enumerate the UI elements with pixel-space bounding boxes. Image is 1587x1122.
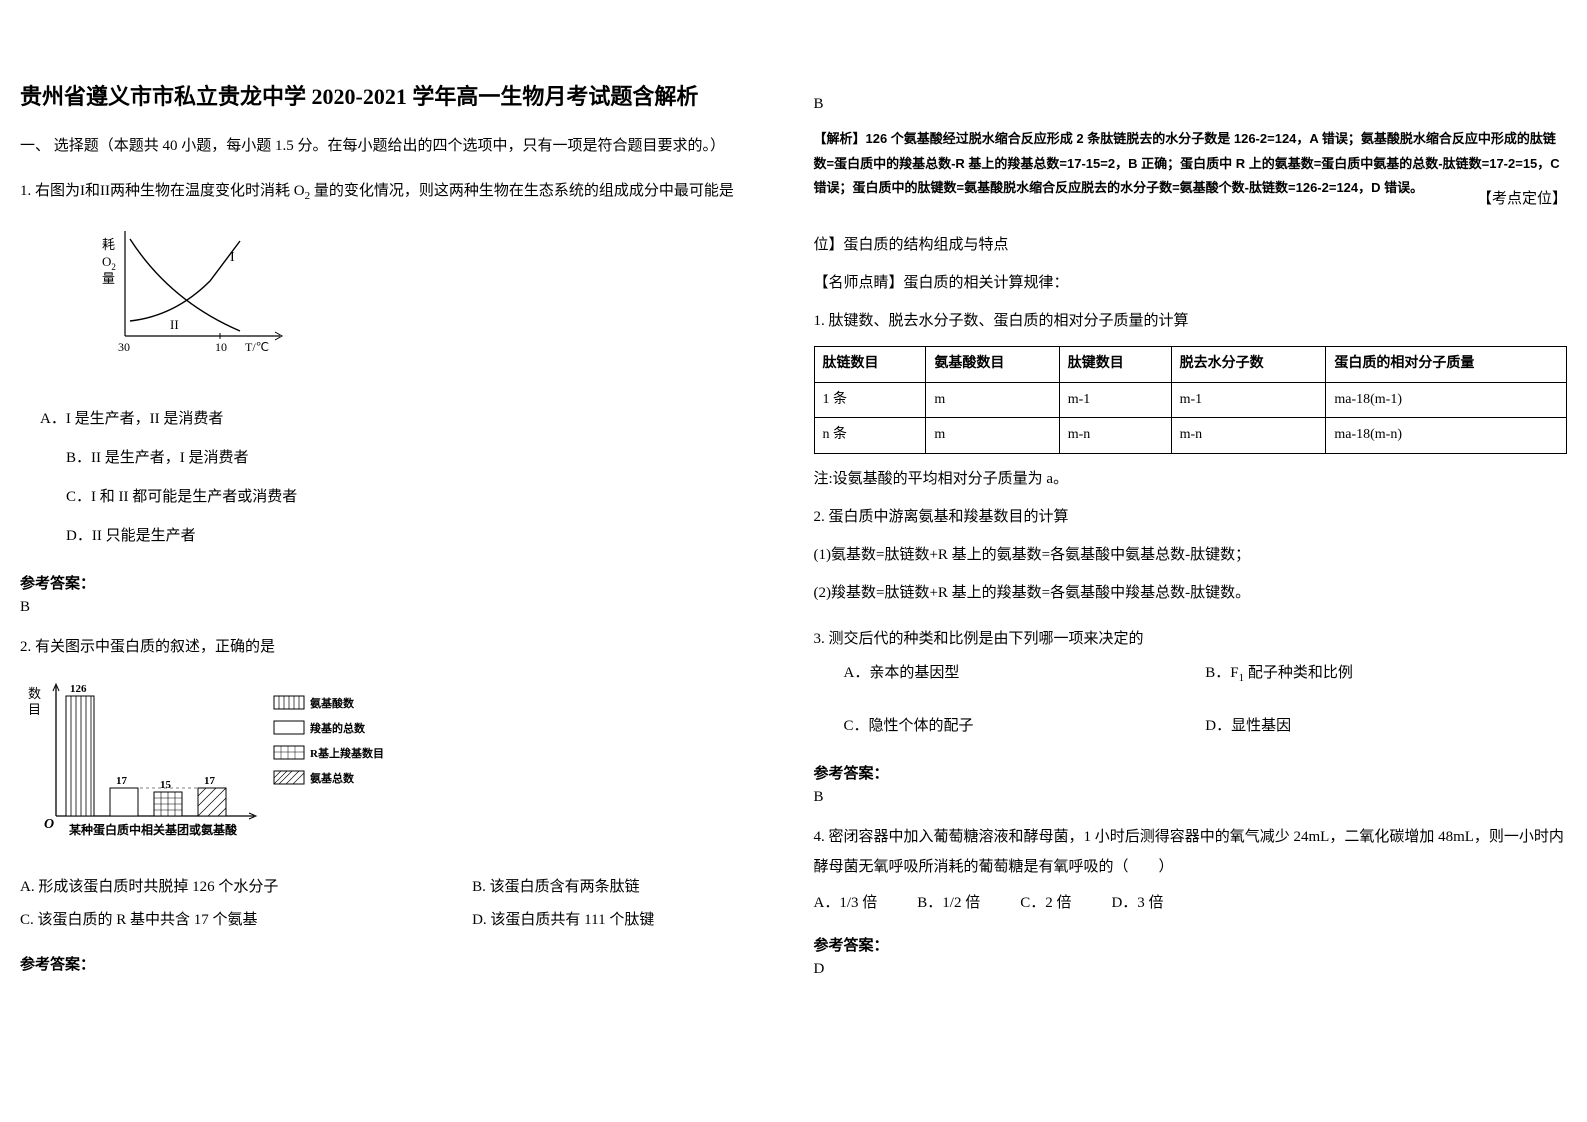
bar-val-17b: 17 [204,775,216,787]
th-1: 氨基酸数目 [926,347,1059,382]
q2-analysis: 【解析】126 个氨基酸经过脱水缩合反应形成 2 条肽链脱去的水分子数是 126… [814,131,1560,195]
mingshi: 【名师点睛】蛋白质的相关计算规律： [814,268,1568,298]
q2-option-a: A. 形成该蛋白质时共脱掉 126 个水分子 [20,871,472,904]
table-row: 1 条 m m-1 m-1 ma-18(m-1) [814,382,1567,417]
q1-answer-label: 参考答案： [20,572,774,593]
rule2b: (2)羧基数=肽链数+R 基上的羧基数=各氨基酸中羧基总数-肽键数。 [814,578,1568,608]
q1-text: 1. 右图为I和II两种生物在温度变化时消耗 O2 量的变化情况，则这两种生物在… [20,176,774,207]
q2-answer: B [814,96,1568,113]
q4-option-b: B．1/2 倍 [917,888,980,918]
curve-label-II: II [170,317,179,332]
mingshi-label: 【名师点睛】 [814,275,904,291]
q1-option-d: D．II 只能是生产者 [66,517,774,556]
table-row: n 条 m m-n m-n ma-18(m-n) [814,418,1567,453]
th-0: 肽链数目 [814,347,926,382]
q1-options: A．I 是生产者，II 是消费者 B．II 是生产者，I 是消费者 C．I 和 … [40,400,774,556]
bar-val-17a: 17 [116,775,128,787]
page-title: 贵州省遵义市市私立贵龙中学 2020-2021 学年高一生物月考试题含解析 [20,80,774,113]
legend-a: 氨基酸数 [310,696,355,710]
q2-options: A. 形成该蛋白质时共脱掉 126 个水分子 B. 该蛋白质含有两条肽链 C. … [20,871,774,937]
q3-text: 3. 测交后代的种类和比例是由下列哪一项来决定的 [814,624,1568,654]
td: m-1 [1059,382,1171,417]
kaodian-label: 【考点定位】 [1477,184,1567,214]
td: n 条 [814,418,926,453]
x-unit: T/℃ [245,340,269,354]
q3-option-a: A．亲本的基因型 [844,654,1206,693]
q3-options: A．亲本的基因型 B．F1 配子种类和比例 C．隐性个体的配子 D．显性基因 [844,654,1568,746]
graph-y-label-2: O [102,254,111,269]
rule2: 2. 蛋白质中游离氨基和羧基数目的计算 [814,502,1568,532]
q1-option-b: B．II 是生产者，I 是消费者 [66,439,774,478]
q3-option-d: D．显性基因 [1205,707,1567,746]
x-left: 30 [118,340,130,354]
q4-text: 4. 密闭容器中加入葡萄糖溶液和酵母菌，1 小时后测得容器中的氧气减少 24mL… [814,822,1568,882]
q3-answer: B [814,789,1568,806]
th-4: 蛋白质的相对分子质量 [1326,347,1567,382]
td: m [926,382,1059,417]
table-note: 注:设氨基酸的平均相对分子质量为 a。 [814,464,1568,494]
q2-text: 2. 有关图示中蛋白质的叙述，正确的是 [20,632,774,662]
mingshi-text: 蛋白质的相关计算规律： [904,275,1069,291]
question-3: 3. 测交后代的种类和比例是由下列哪一项来决定的 A．亲本的基因型 B．F1 配… [814,624,1568,746]
td: m-n [1059,418,1171,453]
question-2: 2. 有关图示中蛋白质的叙述，正确的是 数 目 O 某种蛋白质中相关基团或氨基酸 [20,632,774,937]
td: m [926,418,1059,453]
th-2: 肽键数目 [1059,347,1171,382]
q2-option-b: B. 该蛋白质含有两条肽链 [472,871,773,904]
q1-option-a: A．I 是生产者，II 是消费者 [40,400,774,439]
q4-option-d: D．3 倍 [1111,888,1163,918]
q2-analysis-row: 【解析】126 个氨基酸经过脱水缩合反应形成 2 条肽链脱去的水分子数是 126… [814,127,1568,201]
rule1: 1. 肽键数、脱去水分子数、蛋白质的相对分子质量的计算 [814,306,1568,336]
q4-answer: D [814,961,1568,978]
q2-option-d: D. 该蛋白质共有 111 个肽键 [472,904,773,937]
q1-answer: B [20,599,774,616]
legend-d: 氨基总数 [310,771,355,785]
q1-graph: 耗 O2 量 I II 30 10 T/℃ [100,221,300,361]
q2-option-c: C. 该蛋白质的 R 基中共含 17 个氨基 [20,904,472,937]
q1-option-c: C．I 和 II 都可能是生产者或消费者 [66,478,774,517]
rule-table: 肽链数目 氨基酸数目 肽键数目 脱去水分子数 蛋白质的相对分子质量 1 条 m … [814,346,1568,453]
rule2a: (1)氨基数=肽链数+R 基上的氨基数=各氨基酸中氨基总数-肽键数； [814,540,1568,570]
legend-c: R基上羧基数目 [310,746,384,760]
q3-option-c: C．隐性个体的配子 [844,707,1206,746]
q1-text-b: 量的变化情况，则这两种生物在生态系统的组成成分中最可能是 [310,183,734,199]
th-3: 脱去水分子数 [1171,347,1326,382]
section-header: 一、 选择题（本题共 40 小题，每小题 1.5 分。在每小题给出的四个选项中，… [20,133,774,160]
td: ma-18(m-1) [1326,382,1567,417]
bar-val-126: 126 [70,683,87,695]
question-4: 4. 密闭容器中加入葡萄糖溶液和酵母菌，1 小时后测得容器中的氧气减少 24mL… [814,822,1568,918]
kaodian-text: 位】蛋白质的结构组成与特点 [814,230,1568,260]
chart-y-label-2: 目 [28,702,41,717]
legend-b: 羧基的总数 [310,721,366,735]
svg-text:O: O [44,817,54,832]
svg-text:O2: O2 [102,254,116,272]
q4-options: A．1/3 倍 B．1/2 倍 C．2 倍 D．3 倍 [814,888,1568,918]
question-1: 1. 右图为I和II两种生物在温度变化时消耗 O2 量的变化情况，则这两种生物在… [20,176,774,556]
td: m-1 [1171,382,1326,417]
q3-option-b: B．F1 配子种类和比例 [1205,654,1567,693]
graph-y-label-3: 量 [102,271,115,286]
bar-val-15: 15 [160,779,172,791]
td: m-n [1171,418,1326,453]
td: ma-18(m-n) [1326,418,1567,453]
q1-text-a: 1. 右图为I和II两种生物在温度变化时消耗 O [20,183,305,199]
table-header-row: 肽链数目 氨基酸数目 肽键数目 脱去水分子数 蛋白质的相对分子质量 [814,347,1567,382]
x-right: 10 [215,340,227,354]
q2-bar-chart: 数 目 O 某种蛋白质中相关基团或氨基酸 126 17 [20,672,774,861]
q4-option-a: A．1/3 倍 [814,888,878,918]
chart-x-label: 某种蛋白质中相关基团或氨基酸 [69,822,238,837]
q4-option-c: C．2 倍 [1020,888,1071,918]
td: 1 条 [814,382,926,417]
q2-answer-label: 参考答案： [20,953,774,974]
q4-answer-label: 参考答案： [814,934,1568,955]
q3-answer-label: 参考答案： [814,762,1568,783]
graph-y-label-1: 耗 [102,237,115,252]
chart-y-label-1: 数 [28,686,41,701]
